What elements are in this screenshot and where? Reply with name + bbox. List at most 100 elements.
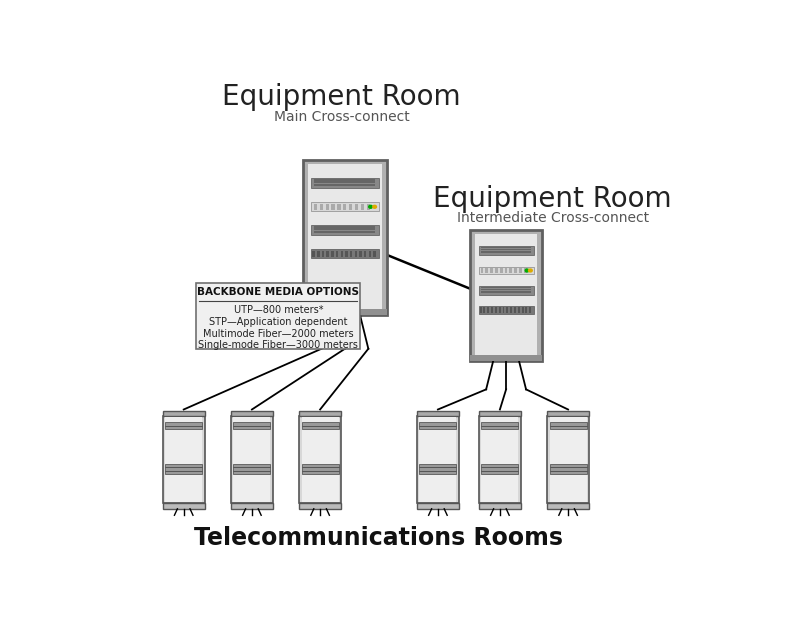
Bar [530,308,531,313]
Circle shape [526,269,529,272]
Bar [359,251,362,257]
Bar [302,463,338,467]
Bar [479,503,521,509]
Bar [482,422,518,426]
Bar [302,426,338,430]
Bar [234,471,270,474]
Bar [482,247,531,249]
Bar [478,246,534,255]
Bar [374,251,376,257]
Bar [311,225,378,236]
Bar [491,308,493,313]
Text: Equipment Room: Equipment Room [434,185,672,213]
Bar [419,467,457,471]
Bar [495,268,498,273]
Bar [419,426,457,430]
Bar [231,411,273,416]
Bar [480,308,482,313]
Bar [500,268,502,273]
Bar [478,266,534,274]
Bar [475,234,537,357]
Bar [196,283,360,349]
Bar [165,426,202,430]
Bar [419,463,457,467]
Bar [478,306,534,313]
Bar [364,251,366,257]
Bar [336,251,338,257]
Bar [314,231,375,233]
Bar [510,308,512,313]
Bar [234,422,270,426]
Bar [417,411,459,416]
Bar [313,251,315,257]
Bar [547,503,589,509]
Bar [350,251,352,257]
Bar [519,268,522,273]
Bar [366,204,370,210]
Bar [482,471,518,474]
Bar [317,251,319,257]
Bar [314,184,375,186]
Bar [526,308,527,313]
Bar [346,251,347,257]
Bar [487,308,489,313]
Bar [482,426,518,430]
Bar [303,160,386,315]
Bar [510,268,512,273]
Bar [234,467,270,471]
Bar [314,179,375,181]
Bar [308,164,382,311]
Bar [165,467,202,471]
Bar [505,268,507,273]
Text: Single-mode Fiber—3000 meters: Single-mode Fiber—3000 meters [198,340,358,350]
Bar [514,268,517,273]
Bar [481,268,483,273]
Bar [326,204,329,210]
Bar [550,467,586,471]
Bar [482,463,518,467]
Bar [369,251,371,257]
Bar [482,287,531,288]
Circle shape [369,205,373,208]
Bar [550,426,586,430]
Bar [482,418,518,502]
Bar [482,291,531,293]
Bar [550,418,586,502]
Text: BACKBONE MEDIA OPTIONS: BACKBONE MEDIA OPTIONS [198,286,359,296]
Text: Multimode Fiber—2000 meters: Multimode Fiber—2000 meters [203,328,354,338]
Bar [302,471,338,474]
Bar [343,204,346,210]
Bar [311,249,378,258]
Bar [479,416,521,503]
Bar [314,181,375,183]
Bar [165,463,202,467]
Bar [482,251,531,252]
Bar [162,411,205,416]
Bar [506,308,508,313]
Bar [483,308,486,313]
Bar [478,286,534,295]
Bar [326,251,329,257]
Bar [338,204,341,210]
Bar [495,308,497,313]
Bar [355,204,358,210]
Bar [299,411,341,416]
Bar [165,471,202,474]
Bar [417,416,459,503]
Bar [302,418,338,502]
Bar [486,268,488,273]
Bar [514,308,516,313]
Bar [470,230,542,360]
Bar [311,178,378,188]
Circle shape [373,205,377,208]
Bar [162,416,205,503]
Bar [419,418,457,502]
Text: STP—Application dependent: STP—Application dependent [209,317,347,327]
Bar [341,251,343,257]
Bar [314,204,317,210]
Bar [482,467,518,471]
Bar [522,308,523,313]
Bar [314,229,375,230]
Bar [482,289,531,290]
Bar [314,226,375,228]
